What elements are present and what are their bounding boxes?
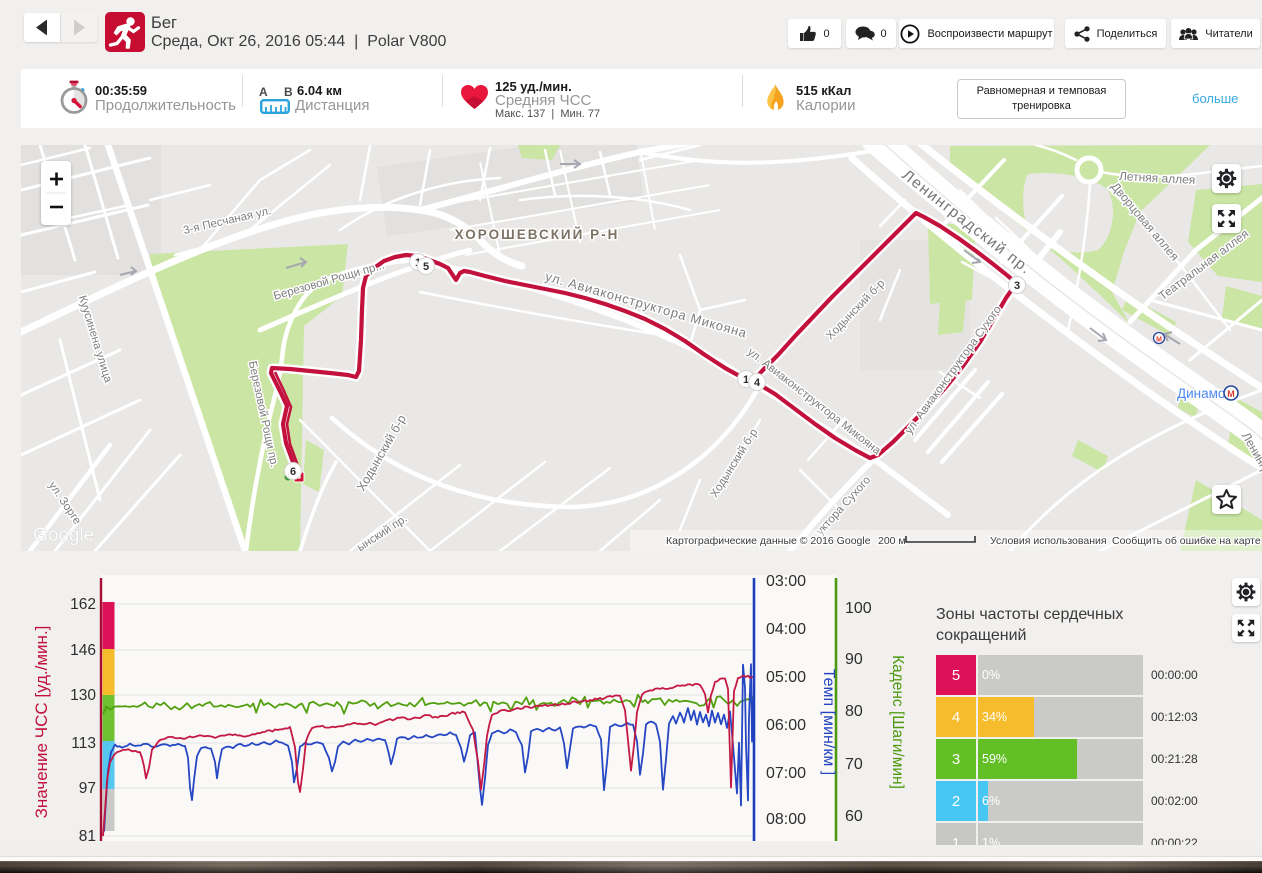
svg-text:03:00: 03:00 xyxy=(766,573,806,590)
svg-text:90: 90 xyxy=(845,651,863,668)
svg-text:Картографические данные © 2016: Картографические данные © 2016 Google xyxy=(666,535,871,547)
svg-text:Летняя аллея: Летняя аллея xyxy=(1119,169,1196,187)
svg-text:Темп [мин/км ]: Темп [мин/км ] xyxy=(820,669,837,775)
svg-text:162: 162 xyxy=(70,596,96,613)
svg-text:Условия использования: Условия использования xyxy=(990,535,1107,547)
svg-text:1: 1 xyxy=(743,374,749,386)
svg-text:Google: Google xyxy=(33,525,94,546)
svg-text:130: 130 xyxy=(70,687,96,704)
svg-text:05:00: 05:00 xyxy=(766,669,806,686)
svg-text:70: 70 xyxy=(845,756,863,773)
svg-text:ХОРОШЕВСКИЙ Р-Н: ХОРОШЕВСКИЙ Р-Н xyxy=(455,227,620,242)
svg-text:6: 6 xyxy=(290,466,296,478)
svg-text:06:00: 06:00 xyxy=(766,717,806,734)
svg-text:200 м: 200 м xyxy=(878,535,906,547)
svg-text:М: М xyxy=(1227,389,1235,399)
svg-text:Сообщить об ошибке на карте: Сообщить об ошибке на карте xyxy=(1112,535,1261,547)
svg-text:97: 97 xyxy=(79,780,96,797)
svg-text:5: 5 xyxy=(423,261,429,273)
svg-text:07:00: 07:00 xyxy=(766,765,806,782)
svg-text:Каденс [Шаги/мин]: Каденс [Шаги/мин] xyxy=(889,655,906,789)
svg-text:60: 60 xyxy=(845,808,863,825)
svg-text:Динамо: Динамо xyxy=(1177,386,1225,401)
svg-text:4: 4 xyxy=(754,377,761,389)
svg-text:08:00: 08:00 xyxy=(766,811,806,828)
svg-text:113: 113 xyxy=(71,735,96,752)
svg-text:80: 80 xyxy=(845,703,863,720)
svg-text:100: 100 xyxy=(845,600,872,617)
svg-text:3: 3 xyxy=(1014,280,1020,292)
svg-text:04:00: 04:00 xyxy=(766,621,806,638)
svg-text:М: М xyxy=(1156,337,1162,344)
svg-text:Значение ЧСС [уд./мин.]: Значение ЧСС [уд./мин.] xyxy=(32,626,51,819)
svg-text:146: 146 xyxy=(70,642,96,659)
svg-text:81: 81 xyxy=(79,828,96,845)
